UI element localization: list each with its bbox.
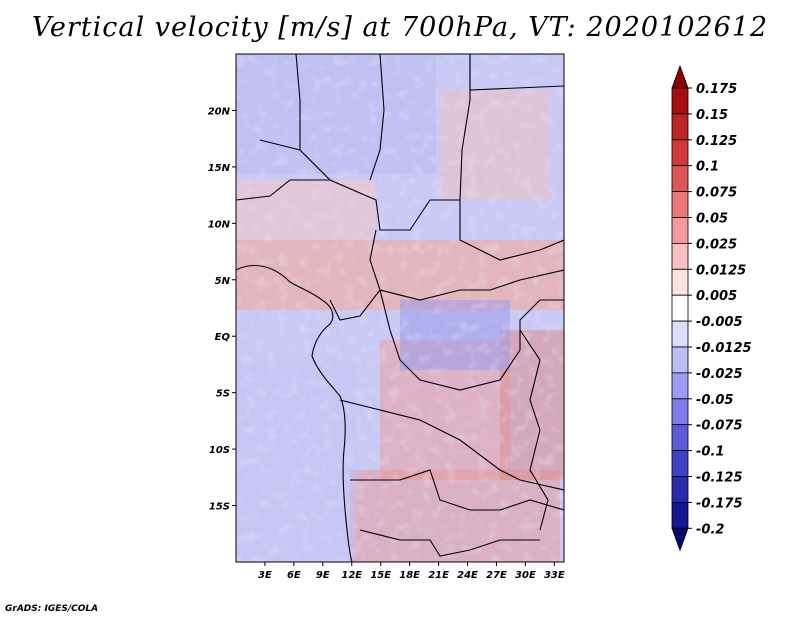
lat-tick-label: EQ xyxy=(215,332,231,343)
colorbar-label: -0.175 xyxy=(696,496,743,511)
colorbar-swatch xyxy=(671,242,689,270)
colorbar-label: -0.1 xyxy=(696,445,724,460)
colorbar-label: 0.025 xyxy=(696,237,737,252)
colorbar-label: 0.075 xyxy=(696,186,737,201)
colorbar-swatch xyxy=(671,217,689,244)
colorbar-label: -0.05 xyxy=(696,393,733,408)
colorbar-swatch xyxy=(671,450,689,477)
colorbar-swatch xyxy=(671,476,689,503)
country-borders xyxy=(236,54,564,562)
colorbar-label: 0.15 xyxy=(696,108,728,123)
lat-tick-label: 20N xyxy=(208,106,231,117)
lon-tick-label: 6E xyxy=(287,570,301,581)
colorbar-label: -0.075 xyxy=(696,419,743,434)
colorbar-label: -0.005 xyxy=(696,315,743,330)
colorbar-swatch xyxy=(671,320,689,348)
colorbar-swatch xyxy=(671,268,689,296)
lon-tick-label: 24E xyxy=(457,570,478,581)
colorbar-swatch xyxy=(671,191,689,218)
map-frame xyxy=(235,53,565,563)
lon-tick-label: 21E xyxy=(428,570,449,581)
lon-tick-label: 30E xyxy=(515,570,536,581)
lat-tick-label: 10N xyxy=(208,219,231,230)
colorbar-swatch xyxy=(671,398,689,426)
longitude-axis: 3E 6E 9E 12E 15E 18E 21E 24E 27E 30E 33E xyxy=(258,562,565,581)
lat-tick-label: 10S xyxy=(209,445,230,456)
page-title: Vertical velocity [m/s] at 700hPa, VT: 2… xyxy=(31,12,769,43)
colorbar-label: -0.125 xyxy=(696,471,743,486)
lon-tick-label: 12E xyxy=(341,570,362,581)
lon-tick-label: 15E xyxy=(370,570,391,581)
colorbar-swatch xyxy=(671,372,689,400)
colorbar-label: 0.005 xyxy=(696,289,737,304)
colorbar-arrow-bottom xyxy=(671,527,689,552)
colorbar-label: 0.1 xyxy=(696,160,719,175)
colorbar-label: 0.125 xyxy=(696,134,737,149)
colorbar-swatch xyxy=(671,294,689,322)
lat-tick-label: 5N xyxy=(215,276,231,287)
colorbar: 0.175 0.15 0.125 0.1 0.075 0.05 0.025 0.0125 0.0… xyxy=(671,64,752,552)
colorbar-swatch xyxy=(671,424,689,452)
lon-tick-label: 3E xyxy=(258,570,272,581)
lon-tick-label: 33E xyxy=(544,570,565,581)
velocity-field xyxy=(236,54,564,562)
colorbar-label: 0.0125 xyxy=(696,263,746,278)
lat-tick-label: 15N xyxy=(208,163,231,174)
colorbar-label: -0.0125 xyxy=(696,341,752,356)
lat-tick-label: 5S xyxy=(216,389,230,400)
lon-tick-label: 18E xyxy=(399,570,420,581)
colorbar-label: 0.175 xyxy=(696,82,737,97)
colorbar-swatch xyxy=(671,165,689,192)
lon-tick-label: 27E xyxy=(486,570,507,581)
colorbar-swatch xyxy=(671,87,689,115)
colorbar-label: -0.2 xyxy=(696,522,724,537)
colorbar-swatch xyxy=(671,113,689,141)
colorbar-label: 0.05 xyxy=(696,212,728,227)
colorbar-label: -0.025 xyxy=(696,367,743,382)
colorbar-arrow-top xyxy=(671,64,689,89)
lat-tick-label: 15S xyxy=(209,502,230,513)
grads-credit: GrADS: IGES/COLA xyxy=(5,604,99,614)
colorbar-swatch xyxy=(671,501,689,529)
colorbar-swatch xyxy=(671,139,689,167)
latitude-axis: 20N 15N 10N 5N EQ 5S 10S 15S xyxy=(208,106,236,513)
lon-tick-label: 9E xyxy=(316,570,330,581)
colorbar-swatch xyxy=(671,346,689,374)
